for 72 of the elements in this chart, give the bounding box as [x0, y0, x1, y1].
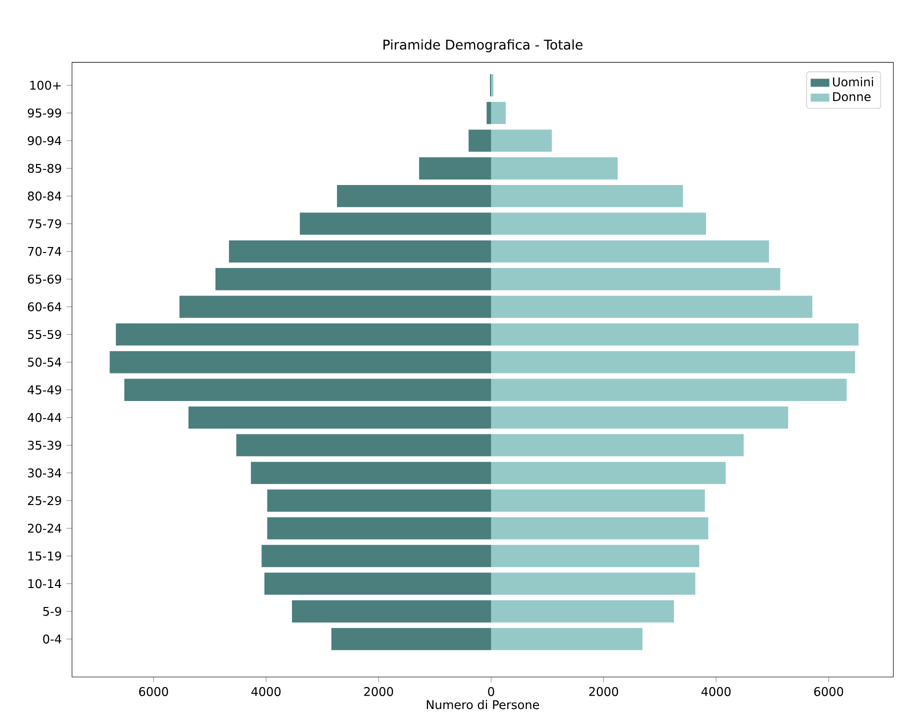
y-tick-label: 25-29 [28, 496, 62, 506]
y-tick-label: 30-34 [28, 468, 62, 478]
y-tick-label: 90-94 [28, 136, 62, 146]
bar [267, 490, 492, 512]
bar [491, 490, 705, 512]
x-tick-label: 0 [488, 687, 494, 696]
y-tick-label: 100+ [30, 80, 61, 90]
y-tick-label: 35-39 [28, 440, 62, 450]
bar [491, 544, 700, 568]
x-tick-label: 2000 [364, 687, 394, 696]
bar [491, 406, 788, 429]
bar [486, 102, 492, 124]
y-tick-label: 70-74 [28, 246, 62, 256]
bar [491, 517, 708, 540]
y-tick-label: 0-4 [43, 634, 62, 644]
bar [491, 434, 744, 456]
y-tick-label: 5-9 [43, 606, 62, 616]
bar [491, 184, 683, 208]
x-tick-label: 4000 [701, 687, 731, 696]
y-tick-label: 10-14 [28, 579, 62, 588]
bar [491, 212, 706, 235]
bar [491, 157, 618, 180]
y-tick-label: 80-84 [28, 192, 62, 201]
bar [491, 102, 506, 124]
bar [267, 517, 492, 540]
bar [215, 268, 492, 290]
x-axis-title: Numero di Persone [426, 700, 540, 710]
bar [491, 600, 674, 622]
legend-label: Uomini [833, 77, 873, 86]
x-tick-label: 6000 [139, 687, 168, 696]
bar [300, 212, 492, 235]
bar [491, 323, 858, 346]
y-tick-label: 55-59 [28, 330, 62, 340]
bar [264, 572, 492, 595]
y-tick-label: 40-44 [28, 413, 62, 422]
bar [179, 296, 492, 318]
y-tick-label: 65-69 [28, 274, 62, 284]
bar [124, 378, 492, 401]
bar [110, 351, 492, 374]
bar [250, 462, 492, 484]
bar [331, 628, 492, 650]
x-tick-label: 6000 [814, 687, 844, 696]
bar [228, 240, 492, 263]
bar [491, 378, 847, 401]
y-tick-label: 45-49 [28, 385, 62, 394]
bar [419, 157, 492, 180]
y-tick-label: 20-24 [28, 524, 62, 533]
y-tick-label: 95-99 [28, 108, 62, 118]
x-tick-label: 4000 [251, 687, 281, 696]
bar [491, 296, 812, 318]
bar [491, 268, 780, 290]
bar [116, 323, 492, 346]
legend-label: Donne [833, 92, 871, 102]
bar [491, 351, 856, 374]
bar [336, 184, 492, 208]
y-tick-label: 15-19 [28, 551, 62, 561]
bar [491, 572, 696, 595]
bar [292, 600, 492, 622]
bar [262, 544, 492, 568]
bar [236, 434, 492, 456]
y-tick-label: 75-79 [28, 219, 62, 228]
bar [491, 240, 770, 263]
y-tick-label: 85-89 [28, 164, 62, 173]
bar [491, 130, 552, 152]
y-tick-label: 60-64 [28, 302, 62, 312]
bar [491, 462, 726, 484]
bar [188, 406, 492, 429]
bar [491, 628, 642, 650]
bar [468, 130, 492, 152]
y-tick-label: 50-54 [28, 358, 62, 367]
chart-title: Piramide Demografica - Totale [384, 39, 582, 52]
x-tick-label: 2000 [589, 687, 618, 696]
